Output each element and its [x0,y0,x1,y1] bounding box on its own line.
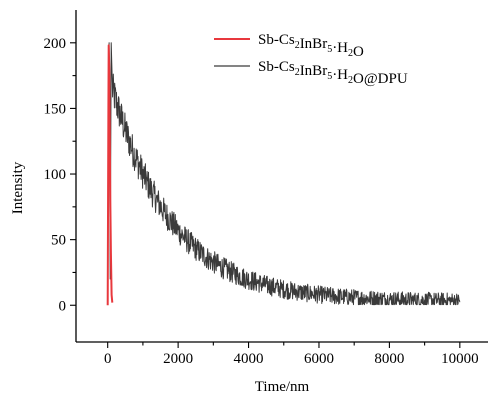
x-axis-ticks: 0 2000 4000 6000 8000 10000 [104,342,479,367]
legend-entry-h2o: Sb-Cs2InBr5·H2O [214,32,364,60]
legend-entry-dpu: Sb-Cs2InBr5·H2O@DPU [214,59,408,87]
series-line-dpu [107,42,461,306]
x-tick-label: 4000 [234,351,264,367]
y-tick-label: 0 [59,298,67,314]
legend-label: Sb-Cs2InBr5·H2O [258,32,364,60]
x-tick-label: 0 [104,351,112,367]
y-tick-label: 200 [44,36,67,52]
x-axis-title: Time/nm [255,379,310,395]
x-tick-label: 6000 [304,351,334,367]
legend-label: Sb-Cs2InBr5·H2O@DPU [258,59,408,87]
x-tick-label: 10000 [441,351,479,367]
x-tick-label: 8000 [374,351,404,367]
y-tick-label: 50 [51,233,66,249]
x-tick-label: 2000 [163,351,193,367]
series-lines [106,42,461,306]
series-line-h2o [106,44,114,306]
y-tick-label: 100 [44,167,67,183]
y-axis-title: Intensity [10,161,26,214]
y-axis-ticks: 0 50 100 150 200 [44,36,76,314]
y-tick-label: 150 [44,101,67,117]
